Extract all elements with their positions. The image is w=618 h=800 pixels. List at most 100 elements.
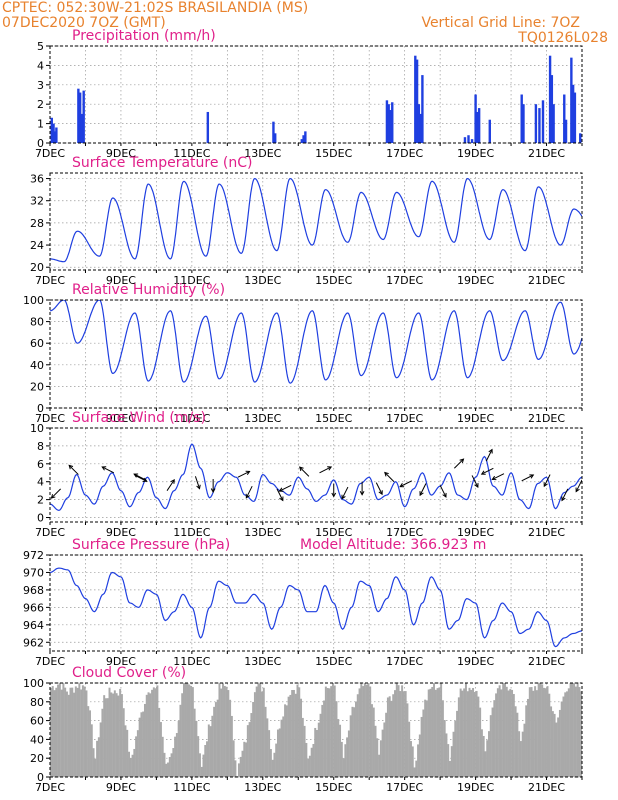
x-tick-label: 7DEC — [35, 655, 65, 668]
x-tick-label: 9DEC — [106, 526, 136, 539]
cloud-bar — [80, 689, 83, 777]
wind-arrow-shaft — [166, 479, 175, 491]
cloud-bar — [300, 698, 303, 777]
y-tick-label: 966 — [23, 601, 44, 614]
cloud-bar — [287, 696, 290, 777]
x-tick-label: 19DEC — [457, 781, 494, 794]
cloud-bar — [60, 689, 63, 777]
wind-arrow-head — [327, 466, 333, 471]
cloud-bar — [413, 767, 416, 777]
humidity-line — [50, 300, 582, 384]
precip-bar — [77, 88, 80, 143]
header-run-date: 07DEC2020 7OZ (GMT) — [2, 15, 166, 31]
cloud-bar — [89, 710, 91, 777]
cloud-bar — [388, 696, 391, 777]
wind-arrow — [68, 464, 79, 475]
x-tick-label: 7DEC — [35, 781, 65, 794]
cloud-bar — [135, 736, 138, 777]
y-tick-label: 964 — [23, 619, 44, 632]
cloud-bar — [51, 686, 54, 777]
wind-arrow-shaft — [341, 486, 349, 499]
cloud-bar — [101, 708, 104, 777]
temperature-line — [50, 177, 582, 263]
wind-arrow — [298, 466, 310, 477]
cloud-bar — [422, 709, 425, 777]
cloud-bar — [401, 685, 404, 777]
x-tick-label: 9DEC — [106, 274, 136, 287]
cloud-bar — [284, 704, 287, 777]
cloud-bar — [81, 685, 84, 777]
cloud-bar — [90, 724, 93, 777]
precip-bar — [552, 104, 555, 143]
cloud-bar — [165, 763, 168, 777]
precip-bar — [570, 57, 573, 143]
cloud-bar — [360, 683, 363, 777]
cloud-bar — [87, 706, 90, 777]
cloud-bar — [498, 685, 501, 777]
cloud-bar — [351, 706, 354, 777]
cloud-bar — [399, 691, 402, 777]
x-tick-label: 15DEC — [315, 147, 352, 160]
cloud-bar — [381, 729, 384, 777]
x-tick-label: 15DEC — [315, 274, 352, 287]
y-tick-label: 60 — [30, 715, 44, 728]
cloud-bar — [99, 722, 102, 777]
cloud-bar — [527, 698, 529, 777]
cloud-bar — [470, 689, 473, 777]
cloud-bar — [507, 690, 510, 777]
cloud-bar — [355, 701, 357, 777]
precip-bar — [467, 135, 470, 143]
precip-bar — [272, 121, 275, 143]
wind-arrow-head — [279, 496, 284, 502]
panel-frame — [49, 45, 583, 144]
cloud-bar — [172, 748, 175, 777]
wind-arrow — [439, 485, 447, 498]
cloud-bar — [174, 736, 177, 777]
cloud-bar — [530, 687, 533, 777]
cloud-bar — [117, 695, 120, 777]
cloud-bar — [275, 743, 278, 777]
precip-bar — [563, 94, 566, 143]
wind-arrow-head — [278, 487, 284, 492]
y-tick-label: 80 — [30, 696, 44, 709]
y-tick-label: 4 — [37, 59, 44, 72]
cloud-bar — [269, 749, 272, 777]
wind-speed-line — [50, 443, 582, 512]
cloud-bar — [147, 692, 150, 777]
cloud-bar — [342, 758, 345, 777]
cloud-bar — [479, 707, 482, 777]
wind-arrow-shaft — [399, 480, 412, 488]
wind-arrow-head — [142, 477, 148, 482]
cloud-bar — [489, 715, 492, 777]
cloud-bar — [571, 683, 574, 777]
wind-arrow — [359, 481, 365, 496]
cloud-bar — [415, 760, 418, 777]
cloud-bar — [477, 696, 480, 777]
precip-bar — [206, 111, 210, 143]
cloud-bar — [473, 692, 476, 777]
cloud-bar — [273, 752, 276, 777]
precip-bar — [274, 133, 277, 143]
cloud-bar — [266, 718, 269, 777]
cloud-bar — [546, 686, 549, 777]
precip-bar — [474, 94, 477, 143]
cloud-bar — [461, 690, 464, 777]
cloud-bar — [232, 740, 235, 777]
wind-arrow-head — [341, 494, 346, 500]
x-tick-label: 17DEC — [386, 147, 423, 160]
cloud-bar — [183, 683, 185, 777]
y-tick-label: 10 — [30, 422, 44, 435]
cloud-bar — [512, 694, 515, 777]
cloud-bar — [551, 711, 554, 777]
cloud-bar — [246, 725, 249, 777]
cloud-bar — [292, 689, 295, 777]
wind-arrow-shaft — [384, 472, 395, 483]
precip-bar — [55, 127, 58, 143]
y-tick-label: 4 — [37, 476, 44, 489]
cloud-bar — [438, 687, 441, 777]
precip-bar — [522, 104, 525, 143]
cloud-bar — [259, 683, 262, 777]
cloud-bar — [564, 692, 567, 777]
wind-arrow-head — [419, 491, 424, 497]
x-tick-label: 9DEC — [106, 781, 136, 794]
